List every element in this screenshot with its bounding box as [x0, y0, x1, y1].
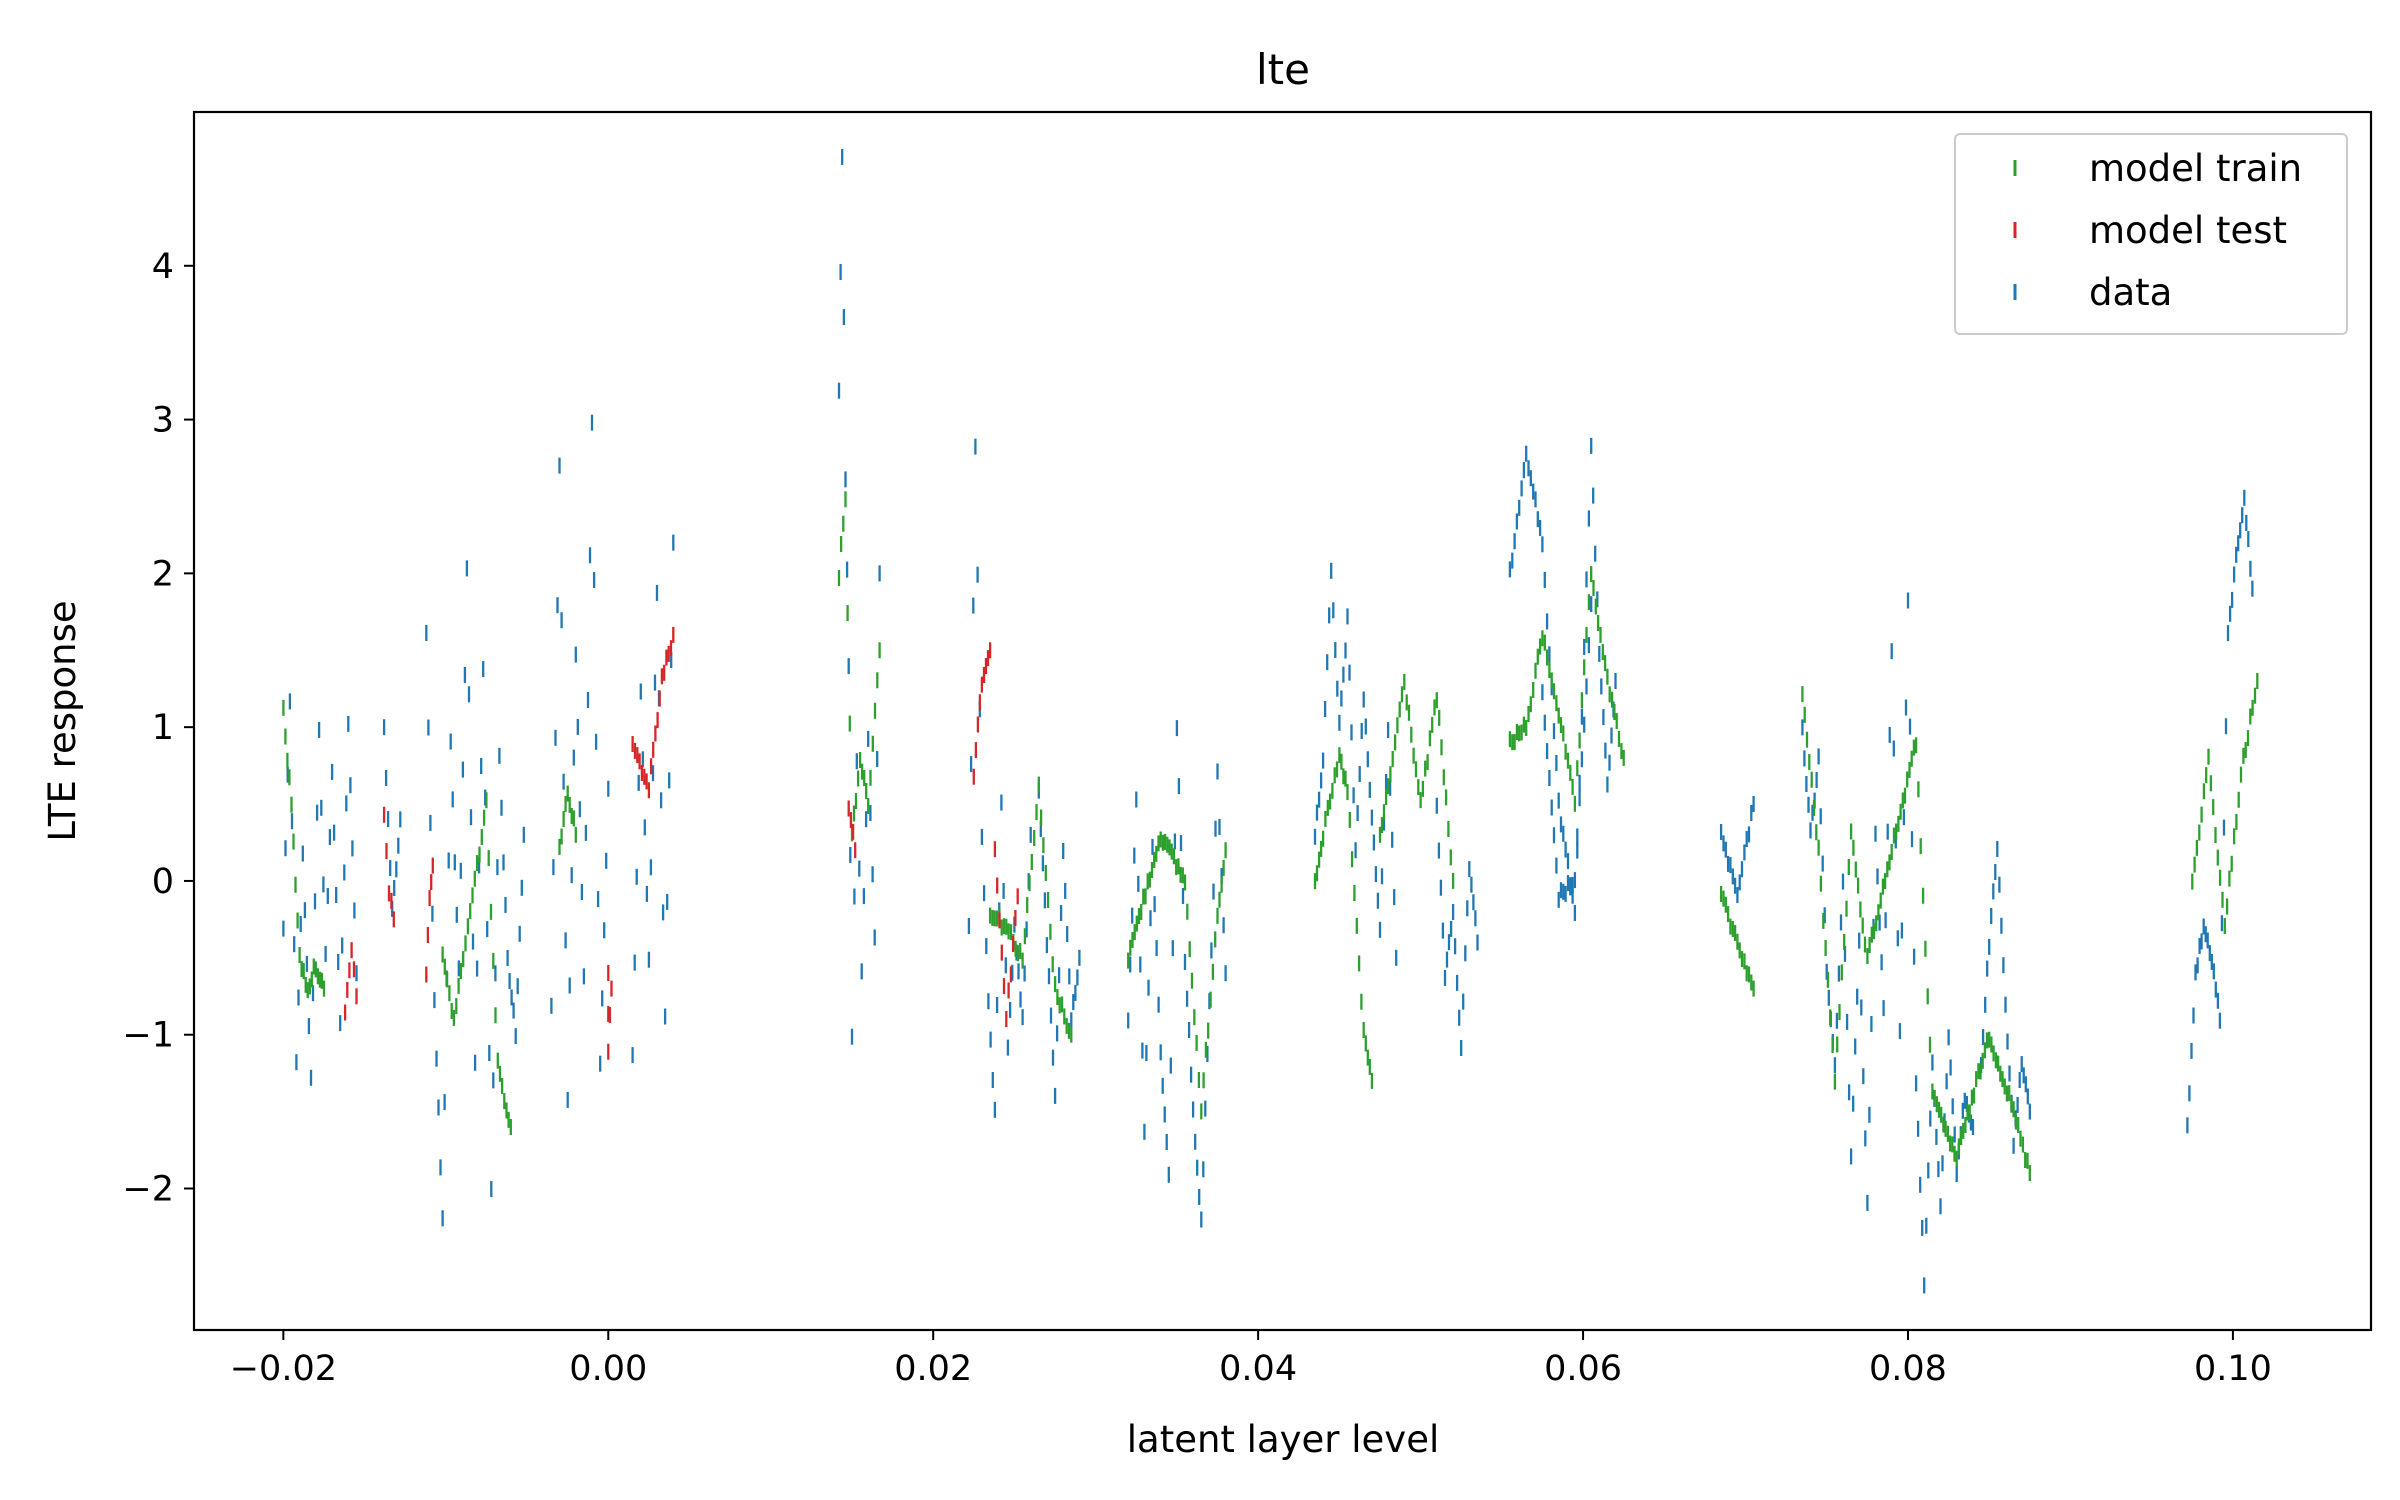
series-segment: [1313, 747, 1374, 1089]
x-tick-label: 0.08: [1869, 1349, 1947, 1389]
series-segment: [1435, 797, 1479, 1056]
legend-box: [1954, 133, 2348, 335]
series-segment: [425, 857, 434, 983]
series-segment: [1378, 673, 1455, 889]
series-segment: [2186, 489, 2254, 1134]
legend-label: model train: [2089, 147, 2302, 190]
series-segment: [282, 693, 358, 1086]
y-tick-label: 2: [152, 554, 174, 594]
series-segment: [425, 560, 525, 1227]
y-tick-label: −1: [122, 1016, 174, 1056]
y-axis-title: LTE response: [41, 600, 84, 841]
x-tick-label: 0.10: [2194, 1349, 2272, 1389]
series-segment: [343, 942, 358, 1021]
series-segment: [1719, 886, 1755, 997]
series-segment: [441, 792, 512, 1135]
series-segment: [382, 806, 395, 928]
x-axis-title: latent layer level: [1127, 1418, 1440, 1461]
series-model-test: [343, 626, 1019, 1060]
series-segment: [1127, 831, 1227, 1120]
series-segment: [631, 534, 675, 1064]
y-tick-label: 1: [152, 708, 174, 748]
series-segment: [550, 414, 610, 1108]
series-segment: [1508, 566, 1625, 812]
series-segment: [837, 491, 881, 842]
series-segment: [988, 776, 1073, 1043]
legend: model train model test data: [1954, 133, 2348, 335]
series-data: [282, 148, 2254, 1294]
series-segment: [1127, 720, 1227, 1228]
y-tick-label: −2: [122, 1170, 174, 1210]
series-segment: [1979, 841, 2031, 1154]
series-segment: [1541, 596, 1593, 908]
x-axis-ticks: −0.02 0.00 0.02 0.04 0.06 0.08 0.10: [230, 1330, 2272, 1389]
y-axis-ticks: −2 −1 0 1 2 3 4: [122, 247, 194, 1210]
series-segment: [631, 626, 675, 799]
series-segment: [282, 699, 326, 999]
series-segment: [1313, 562, 1398, 966]
x-tick-label: 0.02: [894, 1349, 972, 1389]
x-tick-label: 0.04: [1219, 1349, 1297, 1389]
series-segment: [2191, 673, 2259, 934]
series-segment: [382, 719, 402, 917]
series-segment: [558, 785, 577, 855]
x-tick-label: 0.00: [569, 1349, 647, 1389]
y-tick-label: 4: [152, 247, 174, 287]
series-segment: [837, 148, 881, 1045]
legend-label: model test: [2089, 209, 2287, 252]
y-tick-label: 3: [152, 401, 174, 441]
y-tick-label: 0: [152, 862, 174, 902]
series-segment: [1719, 796, 1755, 904]
series-model-train: [282, 491, 2259, 1182]
plot-marks: [282, 148, 2259, 1294]
series-segment: [967, 438, 1032, 1118]
series-segment: [1037, 782, 1081, 1104]
series-segment: [993, 841, 1019, 1027]
chart-title: lte: [1256, 45, 1310, 94]
series-segment: [607, 965, 613, 1060]
axes-frame: [192, 110, 2373, 1332]
x-tick-label: 0.06: [1544, 1349, 1622, 1389]
series-segment: [1801, 686, 2031, 1182]
series-segment: [1508, 437, 1617, 921]
legend-label: data: [2089, 271, 2172, 314]
series-segment: [972, 642, 992, 785]
series-segment: [847, 800, 857, 859]
x-tick-label: −0.02: [230, 1349, 337, 1389]
